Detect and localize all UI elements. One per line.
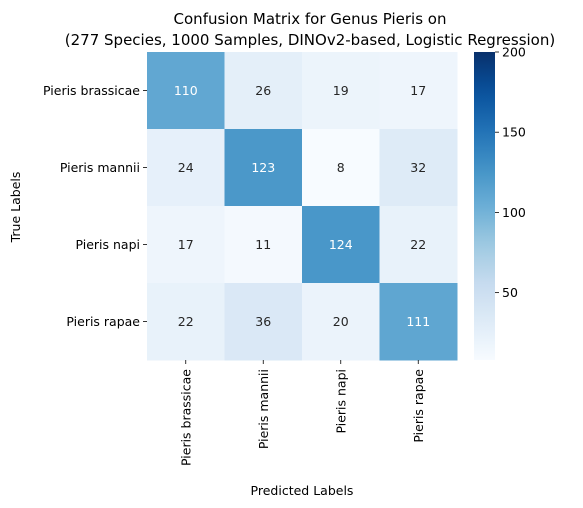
column-tick-label: Pieris rapae bbox=[411, 369, 426, 443]
cell-value-label: 19 bbox=[333, 83, 349, 98]
heatmap-cell bbox=[379, 206, 458, 284]
heatmap-cell bbox=[224, 52, 303, 130]
x-axis-label: Predicted Labels bbox=[251, 483, 354, 498]
heatmap-cell bbox=[147, 129, 225, 207]
colorbar-tick-label: 150 bbox=[502, 125, 526, 140]
heatmap-cell bbox=[379, 283, 458, 361]
heatmap-cell bbox=[147, 52, 225, 130]
heatmap-cell bbox=[224, 206, 303, 284]
column-tick-label: Pieris mannii bbox=[256, 369, 271, 449]
cell-value-label: 111 bbox=[406, 314, 430, 329]
column-tick-labels: Pieris brassicae Pieris mannii Pieris napi… bbox=[178, 360, 426, 466]
chart-title-line2: (277 Species, 1000 Samples, DINOv2-based… bbox=[65, 31, 555, 49]
column-tick-label: Pieris brassicae bbox=[178, 369, 193, 466]
heatmap-cell bbox=[379, 52, 458, 130]
colorbar-tick-label: 100 bbox=[502, 205, 526, 220]
heatmap-grid: 110 26 19 17 24 123 8 32 17 11 124 22 22 36 20 111 bbox=[147, 52, 458, 361]
heatmap-cell bbox=[224, 283, 303, 361]
heatmap-cell bbox=[302, 129, 380, 207]
colorbar-tick-label: 50 bbox=[502, 285, 518, 300]
cell-value-label: 32 bbox=[410, 160, 426, 175]
cell-value-label: 26 bbox=[255, 83, 271, 98]
row-tick-label: Pieris napi bbox=[75, 237, 140, 252]
chart-title-line1: Confusion Matrix for Genus Pieris on bbox=[174, 10, 447, 28]
heatmap-cell bbox=[302, 52, 380, 130]
column-tick-label: Pieris napi bbox=[333, 369, 348, 434]
heatmap-cell bbox=[147, 283, 225, 361]
heatmap-cell bbox=[224, 129, 303, 207]
cell-value-label: 24 bbox=[178, 160, 194, 175]
heatmap-cell bbox=[302, 283, 380, 361]
cell-value-label: 22 bbox=[178, 314, 194, 329]
cell-value-label: 36 bbox=[255, 314, 271, 329]
cell-value-label: 22 bbox=[410, 237, 426, 252]
cell-value-label: 123 bbox=[251, 160, 275, 175]
heatmap-cell bbox=[147, 206, 225, 284]
cell-value-label: 20 bbox=[333, 314, 349, 329]
cell-value-label: 110 bbox=[174, 83, 198, 98]
heatmap-cell bbox=[379, 129, 458, 207]
heatmap-cell bbox=[302, 206, 380, 284]
colorbar-gradient bbox=[474, 52, 495, 360]
colorbar: 50 100 150 200 bbox=[474, 45, 526, 360]
cell-value-label: 17 bbox=[178, 237, 194, 252]
cell-value-label: 11 bbox=[255, 237, 271, 252]
cell-value-label: 124 bbox=[329, 237, 353, 252]
cell-value-label: 17 bbox=[410, 83, 426, 98]
colorbar-tick-label: 200 bbox=[502, 45, 526, 60]
y-axis-label: True Labels bbox=[8, 172, 23, 244]
row-tick-label: Pieris rapae bbox=[66, 314, 140, 329]
cell-value-label: 8 bbox=[337, 160, 345, 175]
row-tick-label: Pieris brassicae bbox=[43, 83, 140, 98]
row-tick-labels: Pieris brassicae Pieris mannii Pieris napi… bbox=[43, 83, 147, 329]
row-tick-label: Pieris mannii bbox=[60, 160, 140, 175]
